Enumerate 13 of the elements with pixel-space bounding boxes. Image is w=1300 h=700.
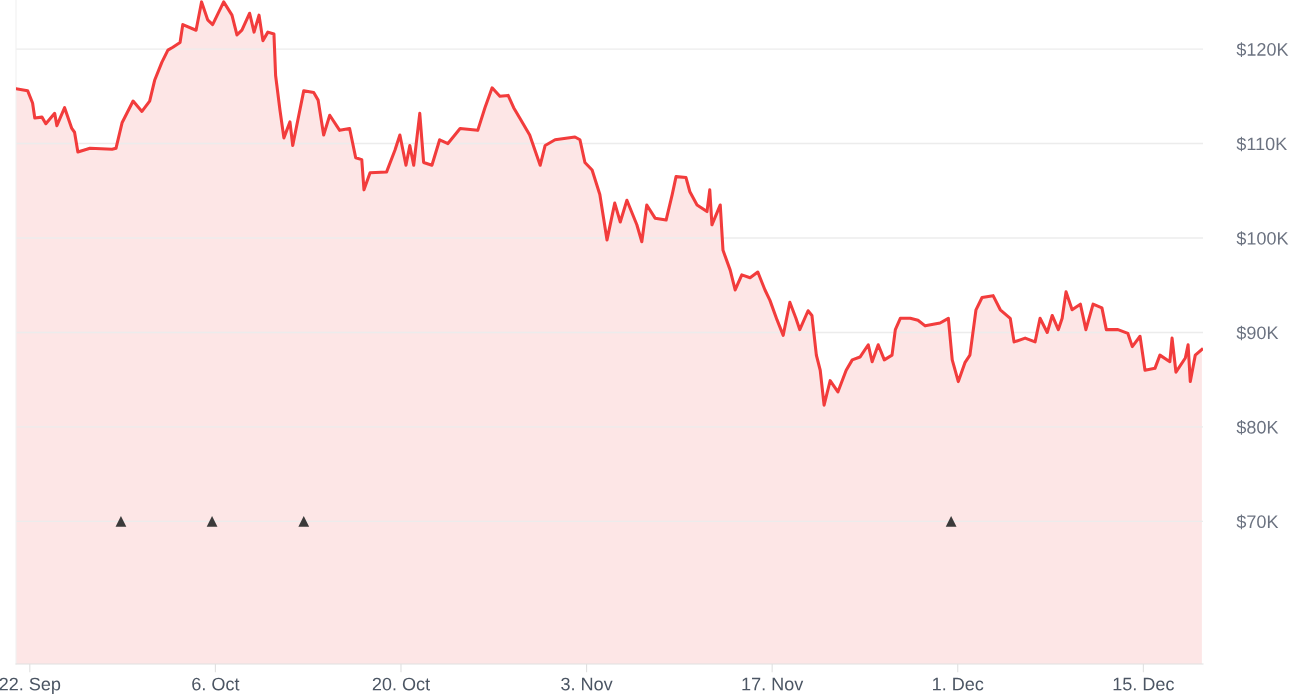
y-tick-label: $110K	[1236, 136, 1288, 152]
y-tick-label: $120K	[1236, 42, 1289, 57]
x-tick-label: 1. Dec	[933, 677, 984, 691]
y-tick-label: $70K	[1236, 514, 1279, 530]
x-tick-label: 20. Oct	[372, 677, 430, 691]
y-tick-label: $90K	[1236, 325, 1279, 341]
x-tick-label: 3. Nov	[561, 677, 613, 691]
x-tick-label: 22. Sep	[0, 677, 61, 695]
x-tick-label: 15. Dec	[1113, 677, 1174, 691]
x-tick-label: 6. Oct	[192, 677, 240, 691]
y-tick-label: $100K	[1236, 231, 1289, 246]
x-tick-label: 17. Nov	[742, 677, 804, 691]
y-tick-label: $80K	[1236, 420, 1279, 435]
